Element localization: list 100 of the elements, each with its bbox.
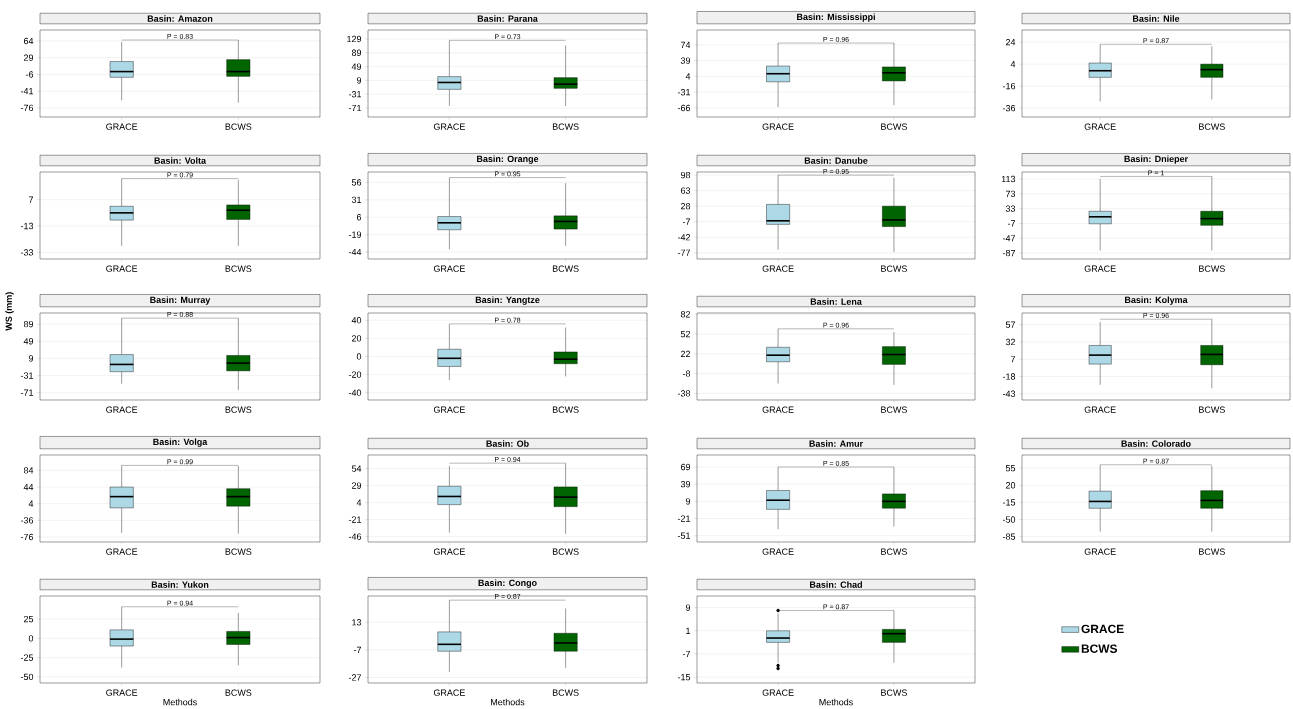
- x-tick-label: GRACE: [106, 548, 138, 556]
- y-tick-label: -76: [20, 104, 34, 112]
- y-tick-label: 29: [351, 482, 362, 489]
- y-tick-label: 24: [1005, 39, 1016, 46]
- legend-label: GRACE: [1081, 624, 1124, 634]
- y-tick-label: 55: [1005, 465, 1016, 472]
- x-tick-label: BCWS: [881, 689, 907, 697]
- chart-title: Basin: Lena: [810, 298, 862, 306]
- chart-title: Basin: Volga: [153, 438, 208, 448]
- y-tick-label: 52: [680, 331, 691, 338]
- chart-title: Basin: Amazon: [147, 15, 213, 23]
- x-tick-label: GRACE: [762, 406, 794, 414]
- y-tick-label: 84: [23, 467, 34, 474]
- y-tick-label: 73: [1005, 190, 1016, 198]
- chart-title: Basin: Colorado: [1121, 440, 1191, 448]
- x-tick-label: GRACE: [106, 123, 138, 131]
- x-tick-label: GRACE: [106, 689, 138, 697]
- chart-title: Basin: Orange: [477, 155, 539, 165]
- x-tick-label: BCWS: [225, 123, 252, 131]
- x-tick-label: GRACE: [762, 123, 794, 131]
- y-tick-label: -40: [348, 389, 362, 397]
- y-tick-label: 49: [351, 63, 362, 70]
- y-tick-label: -46: [348, 533, 362, 540]
- x-tick-label: BCWS: [225, 689, 252, 697]
- x-tick-label: BCWS: [552, 265, 579, 273]
- y-tick-label: 31: [351, 196, 362, 204]
- y-tick-label: -13: [20, 223, 34, 230]
- x-tick-label: GRACE: [433, 265, 465, 273]
- y-tick-label: 39: [680, 481, 691, 488]
- y-tick-label: -7: [1007, 220, 1016, 227]
- y-tick-label: 64: [23, 38, 34, 45]
- y-tick-label: 89: [351, 49, 362, 57]
- x-tick-label: GRACE: [106, 265, 138, 273]
- y-tick-label: 29: [23, 54, 34, 62]
- y-tick-label: -42: [677, 234, 691, 241]
- x-tick-label: BCWS: [881, 265, 907, 273]
- y-tick-label: 74: [680, 41, 691, 49]
- x-tick-label: BCWS: [552, 548, 579, 556]
- y-tick-label: -7: [353, 646, 362, 654]
- chart-title: Basin: Parana: [477, 15, 538, 23]
- chart-title: Basin: Congo: [478, 579, 537, 589]
- chart-title: Basin: Yangtze: [475, 296, 540, 306]
- y-tick-label: 9: [685, 604, 691, 611]
- y-tick-label: -38: [677, 390, 691, 397]
- chart-title: Basin: Chad: [810, 581, 862, 589]
- y-tick-label: -76: [20, 534, 34, 541]
- x-axis-title: Methods: [163, 698, 197, 706]
- chart-title: Basin: Danube: [804, 157, 868, 165]
- y-tick-label: 98: [680, 172, 691, 179]
- x-tick-label: BCWS: [1199, 406, 1225, 414]
- y-tick-label: -20: [348, 371, 362, 378]
- x-tick-label: BCWS: [1199, 265, 1225, 273]
- y-tick-label: 9: [685, 498, 691, 505]
- y-tick-label: -66: [677, 104, 691, 112]
- y-tick-label: -44: [348, 249, 362, 256]
- x-tick-label: BCWS: [1199, 548, 1225, 556]
- y-axis-title: WS (mm): [5, 292, 14, 331]
- y-tick-label: -87: [1002, 250, 1016, 257]
- x-tick-label: GRACE: [1084, 406, 1116, 414]
- y-tick-label: -33: [20, 249, 34, 256]
- x-tick-label: BCWS: [1199, 123, 1225, 131]
- x-tick-label: BCWS: [881, 548, 907, 556]
- y-tick-label: -71: [348, 105, 362, 112]
- y-tick-label: -8: [682, 370, 691, 377]
- chart-title: Basin: Volta: [154, 157, 207, 165]
- y-tick-label: 63: [680, 187, 691, 194]
- y-tick-label: 20: [1005, 482, 1016, 489]
- y-tick-label: -85: [1002, 533, 1016, 540]
- x-tick-label: BCWS: [881, 406, 907, 414]
- x-tick-label: GRACE: [1084, 123, 1116, 131]
- y-tick-label: -31: [20, 372, 34, 379]
- y-tick-label: -71: [20, 389, 34, 396]
- y-tick-label: 4: [685, 73, 691, 80]
- x-tick-label: GRACE: [762, 265, 794, 273]
- y-tick-label: 82: [680, 311, 691, 318]
- y-tick-label: 129: [347, 35, 362, 43]
- chart-title: Basin: Yukon: [151, 581, 209, 589]
- y-tick-label: 44: [23, 484, 34, 491]
- y-tick-label: -47: [1002, 235, 1016, 242]
- y-tick-label: 1: [686, 627, 691, 635]
- y-tick-label: -21: [348, 516, 362, 523]
- chart-title: Basin: Kolyma: [1125, 296, 1188, 306]
- x-tick-label: GRACE: [1084, 548, 1116, 556]
- x-axis-title: Methods: [491, 698, 525, 706]
- y-tick-label: 0: [28, 635, 34, 642]
- x-tick-label: BCWS: [552, 689, 579, 697]
- y-tick-label: 7: [28, 196, 34, 203]
- y-tick-label: -6: [25, 71, 34, 78]
- y-tick-label: 49: [23, 338, 34, 345]
- y-tick-label: -25: [20, 654, 34, 661]
- y-tick-label: -50: [20, 673, 34, 681]
- x-tick-label: GRACE: [433, 689, 465, 697]
- y-tick-label: 6: [356, 214, 362, 221]
- y-tick-label: 89: [23, 321, 34, 328]
- y-tick-label: 0: [356, 353, 362, 360]
- y-tick-label: -31: [348, 91, 362, 98]
- y-tick-label: 69: [680, 464, 691, 471]
- y-tick-label: 4: [356, 499, 362, 506]
- chart-title: Basin: Mississippi: [797, 13, 875, 23]
- y-tick-label: 25: [23, 616, 34, 623]
